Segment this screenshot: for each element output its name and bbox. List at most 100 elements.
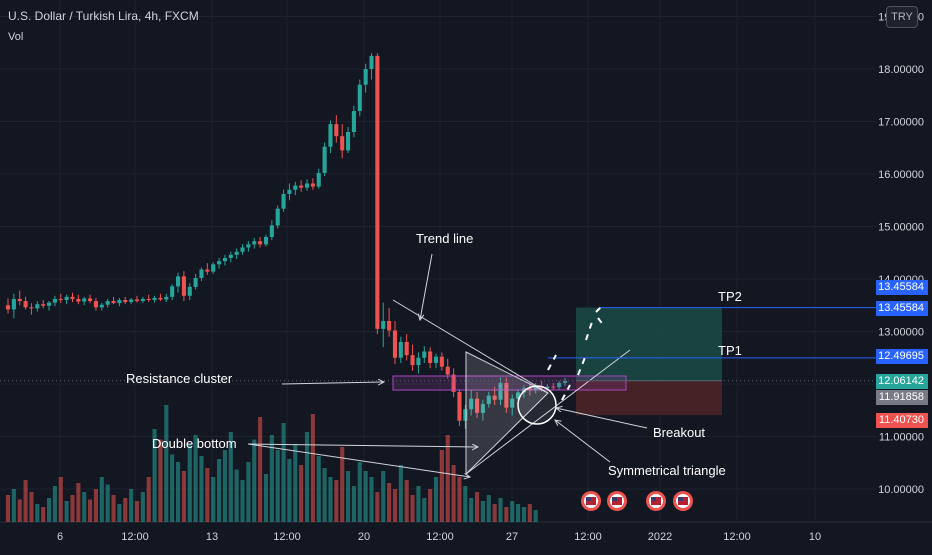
volume-label: Vol bbox=[8, 31, 24, 43]
volume-bar bbox=[211, 477, 216, 522]
candle-body bbox=[439, 356, 444, 367]
event-flag-icon[interactable] bbox=[673, 491, 693, 511]
volume-bar bbox=[217, 459, 222, 522]
candle-body bbox=[228, 254, 233, 258]
volume-bar bbox=[152, 429, 157, 522]
candle-body bbox=[234, 251, 239, 255]
volume-bar bbox=[5, 495, 11, 522]
candle-body bbox=[486, 395, 491, 404]
candle-body bbox=[140, 298, 145, 302]
volume-bar bbox=[281, 423, 286, 522]
volume-bar bbox=[82, 492, 87, 522]
candle-body bbox=[457, 391, 462, 421]
volume-bar bbox=[398, 465, 403, 522]
volume-bar bbox=[480, 501, 485, 522]
event-flag-icon[interactable] bbox=[607, 491, 627, 511]
volume-bar bbox=[70, 495, 75, 522]
x-tick-label: 13 bbox=[206, 531, 218, 543]
candle-body bbox=[158, 297, 163, 300]
candle-body bbox=[240, 247, 245, 252]
volume-bar bbox=[175, 462, 181, 522]
volume-bar bbox=[76, 483, 81, 522]
candle-body bbox=[170, 286, 175, 297]
resistance-cluster-label: Resistance cluster bbox=[126, 371, 233, 386]
volume-bar bbox=[228, 432, 233, 522]
x-tick-label: 20 bbox=[358, 531, 370, 543]
candle-body bbox=[152, 297, 157, 300]
double-bottom-arrow-2 bbox=[247, 443, 470, 477]
volume-bar bbox=[439, 450, 444, 522]
candle-body bbox=[58, 298, 63, 300]
volume-bar bbox=[375, 492, 380, 522]
price-label: 11.40730 bbox=[876, 413, 928, 428]
y-tick-label: 17.00000 bbox=[878, 117, 924, 129]
volume-bar bbox=[111, 495, 116, 522]
volume-bar bbox=[387, 483, 392, 522]
volume-bar bbox=[304, 432, 310, 522]
price-label: 12.49695 bbox=[876, 349, 928, 364]
candle-body bbox=[557, 382, 562, 388]
volume-bar bbox=[498, 498, 503, 522]
candle-body bbox=[433, 356, 439, 363]
volume-bar bbox=[475, 492, 480, 522]
candle-body bbox=[70, 296, 75, 299]
volume-bar bbox=[486, 495, 491, 522]
y-tick-label: 13.00000 bbox=[878, 327, 924, 339]
volume-bar bbox=[346, 471, 351, 522]
volume-bar bbox=[140, 492, 145, 522]
currency-button[interactable]: TRY bbox=[886, 6, 918, 28]
candle-body bbox=[258, 241, 263, 245]
volume-bar bbox=[99, 477, 104, 522]
volume-bar bbox=[457, 477, 462, 522]
volume-bar bbox=[41, 507, 46, 522]
candle-body bbox=[129, 299, 134, 303]
volume-bar bbox=[205, 468, 210, 522]
volume-bar bbox=[422, 498, 427, 522]
volume-bar bbox=[357, 462, 362, 522]
volume-bar bbox=[146, 477, 151, 522]
candle-body bbox=[404, 342, 409, 356]
volume-bar bbox=[334, 480, 339, 522]
volume-bar bbox=[46, 498, 52, 522]
candle-body bbox=[252, 241, 257, 245]
volume-bar bbox=[222, 450, 227, 522]
x-tick-label: 12:00 bbox=[723, 531, 751, 543]
candle-body bbox=[111, 301, 116, 304]
candle-body bbox=[146, 298, 151, 300]
volume-bar bbox=[23, 480, 28, 522]
volume-bar bbox=[510, 501, 515, 522]
x-tick-label: 27 bbox=[506, 531, 518, 543]
candle-body bbox=[316, 172, 321, 187]
candle-body bbox=[363, 69, 368, 85]
volume-bar bbox=[269, 435, 274, 522]
candle-body bbox=[5, 305, 11, 310]
tp2-label: TP2 bbox=[718, 289, 742, 304]
triangle-arrow bbox=[555, 420, 611, 463]
x-tick-label: 10 bbox=[809, 531, 821, 543]
candle-body bbox=[357, 84, 362, 111]
volume-bar bbox=[158, 439, 163, 522]
volume-bar bbox=[187, 444, 192, 522]
candle-body bbox=[533, 386, 538, 391]
candle-body bbox=[105, 301, 110, 305]
event-flag-icon[interactable] bbox=[581, 491, 601, 511]
volume-bar bbox=[433, 477, 439, 522]
candle-body bbox=[498, 382, 503, 400]
volume-bar bbox=[428, 489, 433, 522]
candle-body bbox=[35, 304, 40, 309]
event-flag-icon[interactable] bbox=[646, 491, 666, 511]
volume-bar bbox=[351, 486, 356, 522]
x-tick-label: 12:00 bbox=[574, 531, 602, 543]
volume-bar bbox=[451, 465, 456, 522]
volume-bar bbox=[11, 489, 16, 522]
candle-body bbox=[416, 357, 421, 366]
volume-bar bbox=[445, 435, 450, 522]
volume-bar bbox=[252, 439, 257, 522]
volume-bar bbox=[105, 484, 110, 522]
volume-bar bbox=[199, 456, 204, 522]
volume-bar bbox=[293, 444, 298, 522]
volume-bar bbox=[316, 456, 321, 522]
candle-body bbox=[422, 351, 427, 358]
